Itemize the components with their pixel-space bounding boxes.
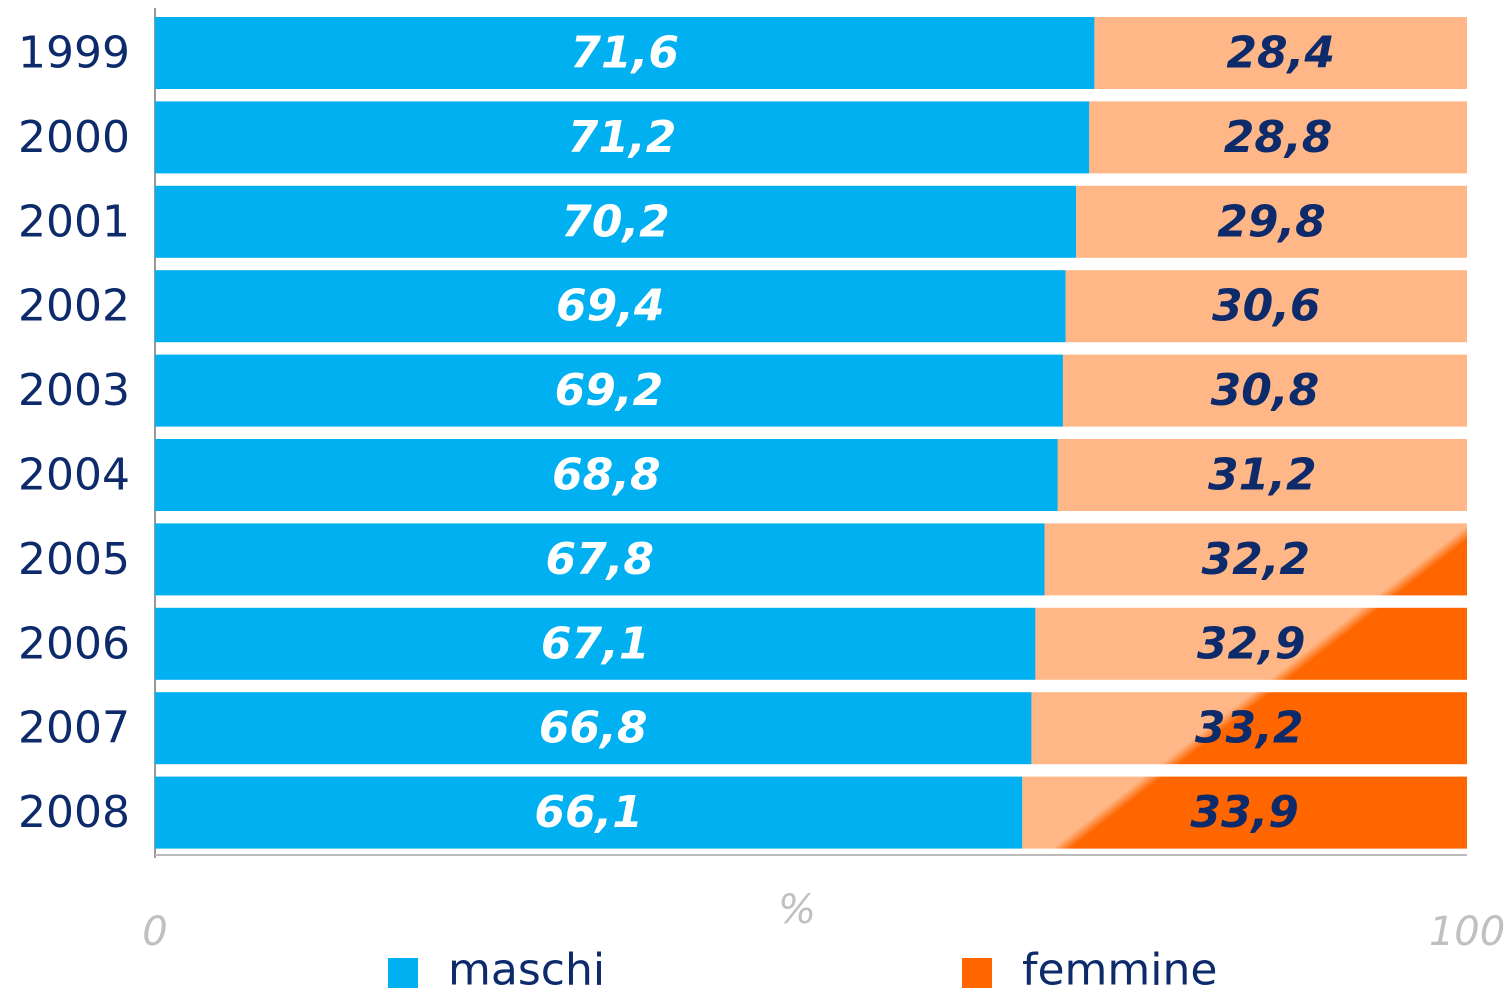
bar-segment	[155, 354, 1063, 427]
bar-segment	[1062, 354, 1467, 427]
bar-segment	[1044, 523, 1467, 596]
legend-label: femmine	[1022, 945, 1217, 993]
bar-segment	[1022, 776, 1467, 849]
data-label: 66,1	[534, 787, 643, 838]
data-label: 33,9	[1190, 787, 1299, 838]
bar-segment	[1076, 185, 1467, 258]
bar-segment	[155, 185, 1077, 258]
category-label: 2001	[18, 196, 130, 247]
bar-segment	[155, 439, 1058, 511]
data-label: 68,8	[552, 450, 661, 501]
bar-segment	[1094, 17, 1467, 89]
data-label: 67,8	[545, 534, 654, 585]
bar-segment	[1065, 270, 1467, 343]
bar-segment	[155, 17, 1095, 89]
x-axis-label: %	[778, 887, 816, 933]
category-label: 2000	[18, 112, 130, 163]
data-label: 71,6	[570, 28, 679, 79]
x-tick-label: 100	[1429, 909, 1505, 955]
data-label: 28,4	[1226, 28, 1335, 79]
data-label: 31,2	[1208, 450, 1317, 501]
legend-swatch	[962, 958, 992, 988]
category-label: 2007	[18, 703, 130, 754]
category-label: 2006	[18, 618, 130, 669]
bar-segment	[1031, 692, 1467, 765]
bar-segment	[155, 270, 1066, 343]
category-label: 2005	[18, 534, 130, 585]
data-label: 66,8	[539, 703, 648, 754]
data-label: 32,9	[1197, 618, 1306, 669]
legend-swatch	[388, 958, 418, 988]
data-label: 28,8	[1224, 112, 1333, 163]
bar-segment	[155, 101, 1090, 174]
bar-segment	[155, 692, 1032, 765]
data-label: 69,4	[556, 281, 665, 332]
data-label: 71,2	[568, 112, 677, 163]
x-tick-label: 0	[142, 909, 167, 955]
data-label: 69,2	[555, 365, 664, 416]
data-label: 67,1	[541, 618, 650, 669]
data-label: 70,2	[561, 196, 670, 247]
data-label: 29,8	[1217, 196, 1326, 247]
bar-segment	[1089, 101, 1467, 174]
bar-segment	[155, 776, 1023, 849]
data-label: 30,8	[1211, 365, 1320, 416]
category-label: 1999	[18, 28, 130, 79]
data-label: 32,2	[1201, 534, 1310, 585]
bar-segment	[1057, 439, 1467, 511]
bar-segment	[155, 607, 1036, 680]
bar-segment	[1035, 607, 1467, 680]
category-label: 2002	[18, 281, 130, 332]
legend-label: maschi	[448, 945, 605, 993]
data-label: 33,2	[1195, 703, 1304, 754]
category-label: 2003	[18, 365, 130, 416]
bar-segment	[155, 523, 1045, 596]
data-label: 30,6	[1212, 281, 1321, 332]
category-label: 2008	[18, 787, 130, 838]
category-label: 2004	[18, 450, 130, 501]
